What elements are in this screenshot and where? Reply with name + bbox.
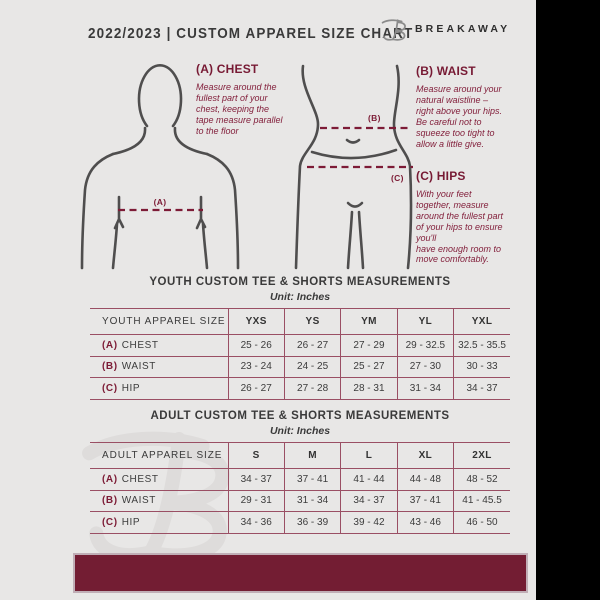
size-column-header: XL (396, 442, 454, 469)
waist-line-label: (B) (368, 113, 381, 123)
waist-guide-text: Measure around your natural waistline – … (416, 84, 503, 149)
youth-size-label-header: YOUTH APPAREL SIZE (102, 316, 226, 327)
size-column-header: L (340, 442, 398, 469)
size-column-header: YM (340, 308, 398, 335)
size-cell: 26 - 27 (227, 377, 285, 399)
chest-guide-section: (A) CHEST Measure around the fullest par… (196, 62, 328, 137)
size-cell: 43 - 46 (396, 511, 454, 533)
size-column-header: M (283, 442, 341, 469)
size-cell: 23 - 24 (227, 356, 285, 378)
row-prefix: (B) (102, 495, 118, 507)
size-column-header: 2XL (453, 442, 510, 469)
row-name: CHEST (121, 339, 159, 351)
row-label: (B) WAIST (90, 490, 228, 512)
chest-guide-title: (A) CHEST (196, 62, 259, 76)
page-title: 2022/2023 | CUSTOM APPAREL SIZE CHART (88, 25, 414, 42)
row-name: HIP (121, 516, 141, 528)
size-column-header: S (227, 442, 285, 469)
size-cell: 28 - 31 (340, 377, 398, 399)
size-cell: 41 - 45.5 (453, 490, 510, 512)
size-cell: 48 - 52 (453, 468, 510, 490)
size-cell: 36 - 39 (283, 511, 341, 533)
brand-lockup: BREAKAWAY (381, 14, 510, 44)
size-cell: 25 - 27 (340, 356, 398, 378)
row-name: CHEST (121, 473, 159, 485)
size-column-header: YL (396, 308, 454, 335)
adult-waist-row: (B) WAIST 29 - 31 31 - 34 34 - 37 37 - 41… (90, 490, 510, 512)
size-cell: 37 - 41 (283, 468, 341, 490)
size-cell: 41 - 44 (340, 468, 398, 490)
size-cell: 27 - 28 (283, 377, 341, 399)
hips-guide-text: With your feet together, measure around … (416, 189, 504, 265)
size-cell: 37 - 41 (396, 490, 454, 512)
size-column-header: YXS (227, 308, 285, 335)
row-name: HIP (121, 382, 141, 394)
adult-table-unit: Unit: Inches (269, 425, 331, 437)
row-prefix: (B) (102, 361, 118, 373)
row-label: (B) WAIST (90, 356, 228, 378)
adult-table-title: ADULT CUSTOM TEE & SHORTS MEASUREMENTS (150, 410, 450, 422)
size-cell: 34 - 37 (227, 468, 285, 490)
adult-hip-row: (C) HIP 34 - 36 36 - 39 39 - 42 43 - 46 4… (90, 511, 510, 534)
size-cell: 39 - 42 (340, 511, 398, 533)
size-cell: 44 - 48 (396, 468, 454, 490)
lower-body-figure: (B) (C) (294, 64, 413, 270)
youth-chest-row: (A) CHEST 25 - 26 26 - 27 27 - 29 29 - 32… (90, 334, 510, 357)
size-cell: 46 - 50 (453, 511, 510, 533)
adult-table-section: ADULT CUSTOM TEE & SHORTS MEASUREMENTS U… (90, 410, 510, 534)
youth-waist-row: (B) WAIST 23 - 24 24 - 25 25 - 27 27 - 30… (90, 356, 510, 378)
size-cell: 30 - 33 (453, 356, 510, 378)
hips-line-label: (C) (391, 173, 404, 183)
youth-table-section: YOUTH CUSTOM TEE & SHORTS MEASUREMENTS U… (90, 276, 510, 400)
chest-line-label: (A) (154, 197, 167, 207)
adult-chest-row: (A) CHEST 34 - 37 37 - 41 41 - 44 44 - 48… (90, 468, 510, 491)
hips-guide-title: (C) HIPS (416, 169, 466, 183)
footer-accent-bar (73, 553, 528, 593)
size-cell: 25 - 26 (227, 334, 285, 356)
youth-hip-row: (C) HIP 26 - 27 27 - 28 28 - 31 31 - 34 3… (90, 377, 510, 400)
chest-guide-text: Measure around the fullest part of your … (196, 82, 283, 136)
adult-size-label-header: ADULT APPAREL SIZE (102, 450, 223, 461)
upper-body-figure: (A) (80, 64, 240, 270)
youth-size-table: YOUTH APPAREL SIZE YXS YS YM YL YXL (A) C… (90, 308, 510, 400)
size-cell: 31 - 34 (396, 377, 454, 399)
row-label: (A) CHEST (90, 335, 228, 357)
breakaway-b-logo-icon (381, 19, 406, 41)
row-name: WAIST (121, 495, 156, 507)
right-black-strip (536, 0, 600, 600)
row-label: (C) HIP (90, 378, 228, 400)
size-cell: 29 - 31 (227, 490, 285, 512)
size-cell: 34 - 37 (340, 490, 398, 512)
size-cell: 27 - 30 (396, 356, 454, 378)
size-cell: 32.5 - 35.5 (453, 334, 510, 356)
hips-guide-section: (C) HIPS With your feet together, measur… (416, 169, 536, 265)
size-column-header: YXL (453, 308, 510, 335)
row-prefix: (A) (102, 473, 118, 485)
waist-guide-title: (B) WAIST (416, 64, 476, 78)
row-name: WAIST (121, 361, 156, 373)
waist-guide-section: (B) WAIST Measure around your natural wa… (416, 64, 536, 149)
size-cell: 31 - 34 (283, 490, 341, 512)
youth-table-unit: Unit: Inches (269, 291, 331, 303)
size-cell: 27 - 29 (340, 334, 398, 356)
size-column-header: YS (283, 308, 341, 335)
size-cell: 26 - 27 (283, 334, 341, 356)
row-label: (A) CHEST (90, 469, 228, 491)
size-cell: 34 - 37 (453, 377, 510, 399)
size-cell: 29 - 32.5 (396, 334, 454, 356)
adult-header-row: ADULT APPAREL SIZE S M L XL 2XL (90, 442, 510, 469)
youth-header-row: YOUTH APPAREL SIZE YXS YS YM YL YXL (90, 308, 510, 335)
youth-table-title: YOUTH CUSTOM TEE & SHORTS MEASUREMENTS (149, 276, 451, 288)
row-prefix: (A) (102, 339, 118, 351)
brand-name: BREAKAWAY (415, 23, 511, 35)
row-prefix: (C) (102, 382, 118, 394)
row-prefix: (C) (102, 516, 118, 528)
adult-size-table: ADULT APPAREL SIZE S M L XL 2XL (A) CHEST… (90, 442, 510, 534)
size-cell: 34 - 36 (227, 511, 285, 533)
chart-content-area: 2022/2023 | CUSTOM APPAREL SIZE CHART BR… (0, 0, 536, 600)
size-cell: 24 - 25 (283, 356, 341, 378)
row-label: (C) HIP (90, 512, 228, 534)
